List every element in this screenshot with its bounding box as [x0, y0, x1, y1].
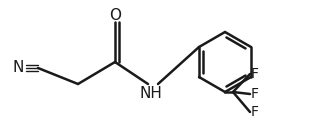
Text: O: O	[109, 8, 121, 22]
Text: N: N	[12, 60, 24, 76]
Text: F: F	[251, 67, 259, 81]
Text: F: F	[251, 87, 259, 101]
Text: NH: NH	[140, 86, 162, 100]
Text: F: F	[251, 105, 259, 119]
